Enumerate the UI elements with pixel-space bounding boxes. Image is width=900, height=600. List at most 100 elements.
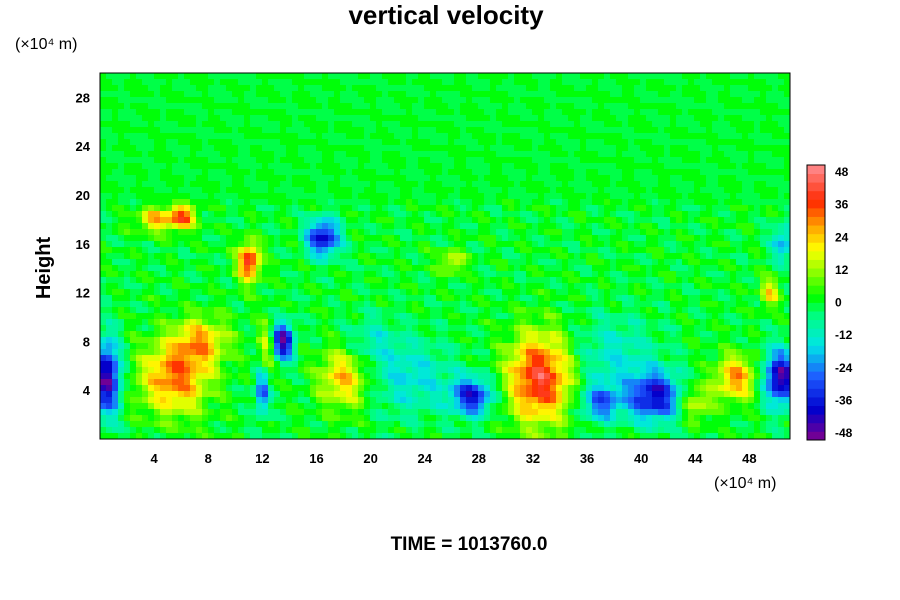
field-cell (418, 289, 425, 296)
field-cell (634, 151, 641, 158)
field-cell (466, 325, 473, 332)
field-cell (154, 295, 161, 302)
field-cell (280, 301, 287, 308)
field-cell (286, 91, 293, 98)
field-cell (742, 91, 749, 98)
field-cell (148, 157, 155, 164)
field-cell (508, 79, 515, 86)
field-cell (166, 247, 173, 254)
field-cell (766, 235, 773, 242)
field-cell (160, 151, 167, 158)
field-cell (784, 199, 790, 206)
field-cell (490, 157, 497, 164)
field-cell (646, 271, 653, 278)
field-cell (364, 301, 371, 308)
field-cell (100, 163, 107, 170)
field-cell (268, 283, 275, 290)
field-cell (412, 145, 419, 152)
field-cell (760, 319, 767, 326)
field-cell (616, 163, 623, 170)
field-cell (772, 133, 779, 140)
field-cell (160, 235, 167, 242)
field-cell (340, 319, 347, 326)
field-cell (586, 235, 593, 242)
field-cell (496, 217, 503, 224)
field-cell (598, 121, 605, 128)
field-cell (544, 163, 551, 170)
field-cell (706, 145, 713, 152)
field-cell (412, 133, 419, 140)
field-cell (658, 319, 665, 326)
field-cell (508, 163, 515, 170)
field-cell (172, 85, 179, 92)
field-cell (322, 193, 329, 200)
field-cell (748, 325, 755, 332)
field-cell (622, 265, 629, 272)
field-cell (652, 187, 659, 194)
field-cell (502, 133, 509, 140)
field-cell (496, 103, 503, 110)
field-cell (580, 97, 587, 104)
field-cell (178, 331, 185, 338)
field-cell (346, 295, 353, 302)
field-cell (376, 223, 383, 230)
field-cell (664, 163, 671, 170)
field-cell (706, 127, 713, 134)
field-cell (616, 157, 623, 164)
field-cell (676, 127, 683, 134)
field-cell (148, 277, 155, 284)
field-cell (676, 325, 683, 332)
field-cell (484, 91, 491, 98)
field-cell (580, 325, 587, 332)
field-cell (340, 187, 347, 194)
field-cell (646, 133, 653, 140)
field-cell (202, 169, 209, 176)
field-cell (502, 241, 509, 248)
field-cell (712, 265, 719, 272)
field-cell (376, 181, 383, 188)
field-cell (688, 73, 695, 80)
field-cell (196, 301, 203, 308)
field-cell (292, 235, 299, 242)
field-cell (190, 79, 197, 86)
field-cell (256, 247, 263, 254)
field-cell (550, 157, 557, 164)
field-cell (412, 181, 419, 188)
field-cell (580, 301, 587, 308)
field-cell (292, 163, 299, 170)
field-cell (448, 181, 455, 188)
field-cell (640, 313, 647, 320)
field-cell (604, 259, 611, 266)
field-cell (460, 325, 467, 332)
field-cell (286, 181, 293, 188)
field-cell (352, 235, 359, 242)
field-cell (178, 139, 185, 146)
field-cell (412, 73, 419, 80)
field-cell (538, 295, 545, 302)
field-cell (640, 169, 647, 176)
field-cell (502, 283, 509, 290)
field-cell (100, 301, 107, 308)
field-cell (754, 211, 761, 218)
field-cell (784, 151, 790, 158)
field-cell (478, 217, 485, 224)
field-cell (514, 241, 521, 248)
field-cell (190, 121, 197, 128)
field-cell (700, 247, 707, 254)
field-cell (772, 157, 779, 164)
field-cell (694, 301, 701, 308)
field-cell (490, 193, 497, 200)
field-cell (112, 331, 119, 338)
field-cell (310, 157, 317, 164)
field-cell (220, 313, 227, 320)
field-cell (508, 157, 515, 164)
field-cell (490, 307, 497, 314)
field-cell (160, 301, 167, 308)
field-cell (316, 241, 323, 248)
field-cell (100, 139, 107, 146)
field-cell (724, 181, 731, 188)
field-cell (652, 289, 659, 296)
field-cell (766, 181, 773, 188)
field-cell (670, 283, 677, 290)
field-cell (202, 301, 209, 308)
